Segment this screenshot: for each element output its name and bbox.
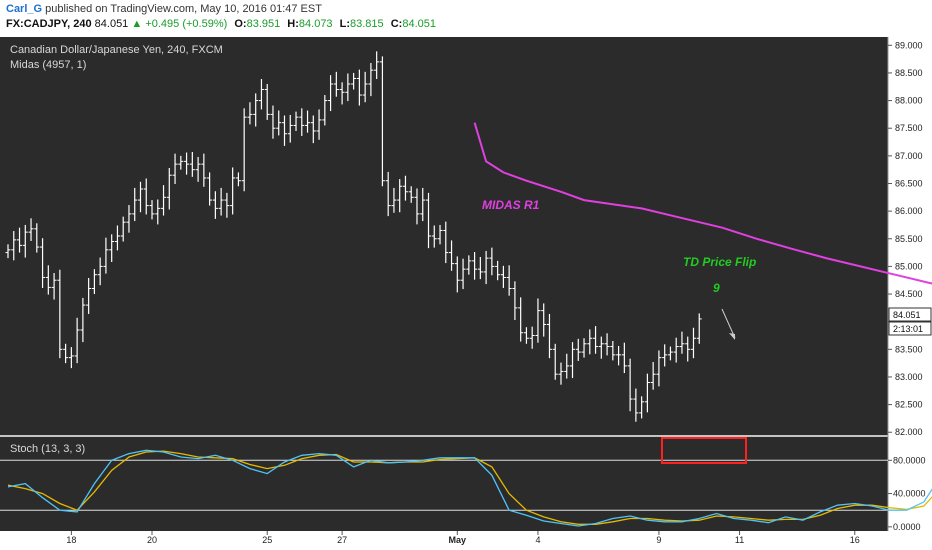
price-tick-label: 88.000 (895, 96, 923, 106)
countdown-tag: 2:13:01 (893, 324, 923, 334)
price-tick-label: 87.000 (895, 151, 923, 161)
up-arrow-icon: ▲ (131, 18, 143, 30)
midas-r1-line (473, 122, 932, 285)
publish-info: Carl_G published on TradingView.com, May… (6, 3, 322, 15)
time-tick-label: 18 (66, 535, 76, 545)
open-value: 83.951 (246, 18, 281, 30)
symbol-label: FX:CADJPY, 240 (6, 18, 92, 30)
time-tick-label: 27 (337, 535, 347, 545)
stoch-tick-label: 40.0000 (893, 489, 926, 499)
highlight-box (661, 437, 747, 464)
low-value: 83.815 (350, 18, 384, 30)
stoch-k-line (7, 449, 932, 527)
time-tick-label: 9 (656, 535, 661, 545)
price-tick-label: 89.000 (895, 40, 923, 50)
stoch-panel-title: Stoch (13, 3, 3) (10, 443, 85, 455)
td-count-label: 9 (713, 281, 720, 295)
open-label: O: (234, 18, 247, 30)
ohlc-bars (5, 51, 702, 422)
stoch-panel-background[interactable] (0, 437, 888, 531)
td-flip-annotation: TD Price Flip (683, 255, 756, 269)
price-tick-label: 86.500 (895, 178, 923, 188)
price-panel-title: Canadian Dollar/Japanese Yen, 240, FXCM (10, 44, 223, 56)
close-label: C: (390, 18, 403, 30)
stoch-d-line (7, 450, 932, 525)
price-tick-label: 83.000 (895, 372, 923, 382)
price-change: +0.495 (+0.59%) (145, 18, 228, 30)
chart-header: Carl_G published on TradingView.com, May… (0, 0, 932, 36)
price-tick-label: 85.000 (895, 261, 923, 271)
countdown-tag-box (888, 321, 932, 336)
stoch-tick-label: 0.0000 (893, 522, 921, 532)
price-tick-label: 84.500 (895, 289, 923, 299)
time-axis[interactable] (0, 531, 932, 550)
price-tick-label: 86.000 (895, 206, 923, 216)
author-name[interactable]: Carl_G (6, 3, 43, 15)
price-tick-label: 88.500 (895, 68, 923, 78)
price-panel-background[interactable] (0, 37, 888, 435)
stoch-y-axis-labels: 80.0000 40.0000 0.0000 (888, 455, 926, 532)
price-tick-label: 87.500 (895, 123, 923, 133)
high-label: H: (287, 18, 299, 30)
price-tag-box (888, 307, 932, 322)
last-price: 84.051 (94, 18, 129, 30)
price-tick-label: 82.000 (895, 427, 923, 437)
price-tick-label: 85.500 (895, 234, 923, 244)
stoch-level-lines (0, 459, 888, 511)
time-tick-label: May (449, 535, 467, 545)
price-tick-label: 83.500 (895, 344, 923, 354)
midas-annotation: MIDAS R1 (482, 198, 540, 212)
time-tick-label: 20 (147, 535, 157, 545)
publish-text: published on TradingView.com, May 10, 20… (45, 3, 322, 15)
price-axis[interactable] (888, 37, 932, 531)
high-value: 84.073 (298, 18, 333, 30)
price-tag: 84.051 (893, 310, 921, 320)
price-tick-label: 82.500 (895, 400, 923, 410)
time-tick-label: 16 (850, 535, 860, 545)
indicator-label: Midas (4957, 1) (10, 59, 86, 71)
low-label: L: (339, 18, 351, 30)
time-tick-label: 4 (535, 535, 540, 545)
annotation-arrow (721, 308, 736, 339)
close-value: 84.051 (402, 18, 436, 30)
time-tick-label: 11 (735, 535, 744, 545)
annotation-arrowhead (729, 333, 735, 340)
symbol-info: FX:CADJPY, 240 84.051 ▲ +0.495 (+0.59%) … (6, 18, 436, 30)
stoch-tick-label: 80.0000 (893, 455, 926, 465)
time-axis-labels: 18 20 25 27 May 4 9 11 16 (66, 531, 860, 545)
time-tick-label: 25 (262, 535, 272, 545)
